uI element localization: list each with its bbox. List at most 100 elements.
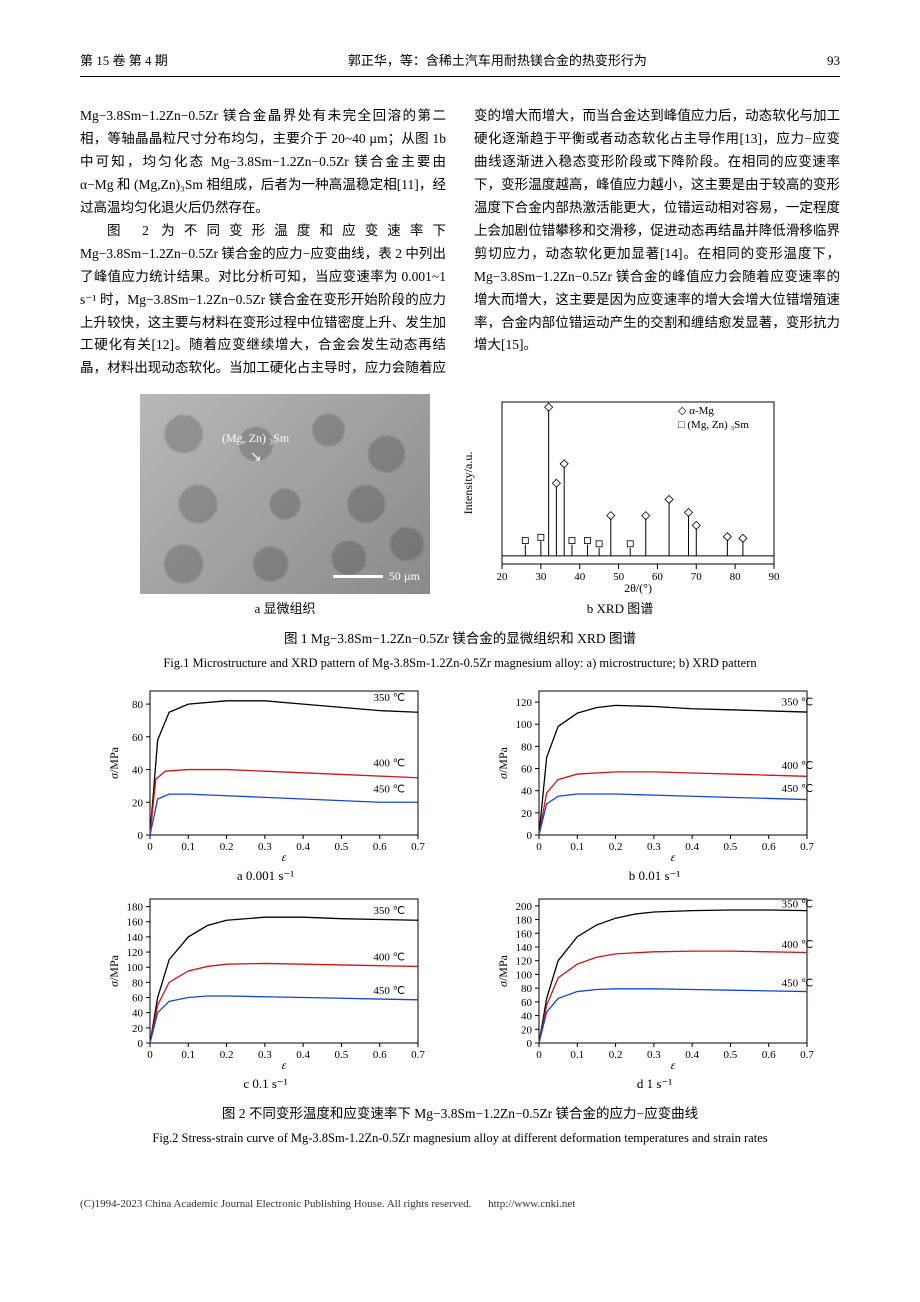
svg-text:200: 200 [515,901,532,913]
header-center: 郭正华，等：含稀土汽车用耐热镁合金的热变形行为 [348,50,647,72]
svg-text:60: 60 [521,997,533,1009]
fig2-panel-a: 00.10.20.30.40.50.60.7020406080350 ℃400 … [106,685,426,887]
arrow-icon: ↘ [250,446,262,470]
svg-text:160: 160 [515,928,532,940]
svg-text:0.7: 0.7 [411,841,425,853]
svg-text:ε: ε [670,850,675,861]
svg-text:0.5: 0.5 [334,1049,348,1061]
svg-text:20: 20 [497,571,509,583]
svg-text:0.4: 0.4 [296,1049,310,1061]
svg-text:350 ℃: 350 ℃ [781,898,813,910]
fig2-subcaption-b: b 0.01 s⁻¹ [495,865,815,887]
svg-text:100: 100 [515,719,532,731]
page-number: 93 [827,50,840,72]
svg-text:80: 80 [132,699,144,711]
svg-text:σ/MPa: σ/MPa [496,746,510,779]
svg-text:0.7: 0.7 [411,1049,425,1061]
svg-text:2θ/(°): 2θ/(°) [624,581,652,594]
svg-text:180: 180 [515,914,532,926]
svg-text:350 ℃: 350 ℃ [781,696,813,708]
fig1-caption-cn: 图 1 Mg−3.8Sm−1.2Zn−0.5Zr 镁合金的显微组织和 XRD 图… [80,628,840,651]
svg-text:0: 0 [526,1038,532,1050]
svg-text:70: 70 [691,571,703,583]
fig2-panel-c: 00.10.20.30.40.50.60.7020406080100120140… [106,893,426,1095]
svg-text:0.3: 0.3 [646,841,660,853]
svg-text:0.2: 0.2 [608,1049,622,1061]
svg-text:0.1: 0.1 [570,841,584,853]
svg-text:80: 80 [521,741,533,753]
svg-text:0.1: 0.1 [181,841,195,853]
fig2-subcaption-d: d 1 s⁻¹ [495,1073,815,1095]
svg-text:0.5: 0.5 [334,841,348,853]
svg-text:0.5: 0.5 [723,1049,737,1061]
svg-text:0: 0 [536,1049,542,1061]
svg-text:0.1: 0.1 [181,1049,195,1061]
svg-text:ε: ε [670,1058,675,1069]
svg-text:20: 20 [132,797,144,809]
svg-text:450 ℃: 450 ℃ [781,783,813,795]
svg-text:120: 120 [515,697,532,709]
body-text: Mg−3.8Sm−1.2Zn−0.5Zr 镁合金晶界处有未完全回溶的第二相，等轴… [80,105,840,380]
svg-text:Intensity/a.u.: Intensity/a.u. [461,452,475,515]
fig2-subcaption-c: c 0.1 s⁻¹ [106,1073,426,1095]
figure-1: (Mg, Zn) ₃Sm ↘ 50 µm a 显微组织 203040506070… [80,394,840,620]
svg-text:400 ℃: 400 ℃ [373,951,405,963]
fig1-panel-b: 2030405060708090◇ α-Mg□ (Mg, Zn) ₃Sm2θ/(… [460,394,780,620]
svg-text:40: 40 [574,571,586,583]
svg-text:40: 40 [521,785,533,797]
svg-text:0: 0 [526,830,532,842]
microstructure-image: (Mg, Zn) ₃Sm ↘ 50 µm [140,394,430,594]
svg-text:0.7: 0.7 [800,1049,814,1061]
svg-text:0.2: 0.2 [219,1049,233,1061]
svg-text:20: 20 [521,1024,533,1036]
svg-text:0.6: 0.6 [372,1049,386,1061]
svg-text:450 ℃: 450 ℃ [781,977,813,989]
svg-text:80: 80 [730,571,742,583]
svg-text:20: 20 [521,807,533,819]
svg-text:50: 50 [613,571,625,583]
page-header: 第 15 卷 第 4 期 郭正华，等：含稀土汽车用耐热镁合金的热变形行为 93 [80,50,840,77]
svg-text:0: 0 [137,1038,143,1050]
scale-bar-label: 50 µm [389,566,420,586]
svg-text:0.2: 0.2 [219,841,233,853]
svg-text:20: 20 [132,1023,144,1035]
svg-text:ε: ε [281,850,286,861]
svg-text:60: 60 [132,992,144,1004]
figure-2: 00.10.20.30.40.50.60.7020406080350 ℃400 … [80,685,840,1095]
svg-text:0.7: 0.7 [800,841,814,853]
svg-text:0.3: 0.3 [257,841,271,853]
svg-text:◇ α-Mg: ◇ α-Mg [678,405,714,417]
svg-text:60: 60 [132,731,144,743]
svg-text:450 ℃: 450 ℃ [373,783,405,795]
fig2-panel-b: 00.10.20.30.40.50.60.7020406080100120350… [495,685,815,887]
svg-text:0: 0 [536,841,542,853]
svg-text:350 ℃: 350 ℃ [373,692,405,704]
svg-text:0.6: 0.6 [761,841,775,853]
svg-text:0: 0 [137,830,143,842]
svg-text:0: 0 [147,1049,153,1061]
svg-text:0.6: 0.6 [372,841,386,853]
svg-text:80: 80 [132,977,144,989]
svg-text:40: 40 [132,1007,144,1019]
svg-text:40: 40 [521,1010,533,1022]
svg-text:0.6: 0.6 [761,1049,775,1061]
svg-text:120: 120 [515,955,532,967]
svg-text:0.4: 0.4 [685,841,699,853]
xrd-chart: 2030405060708090◇ α-Mg□ (Mg, Zn) ₃Sm2θ/(… [460,394,780,594]
svg-text:400 ℃: 400 ℃ [373,757,405,769]
svg-text:0.2: 0.2 [608,841,622,853]
svg-text:□ (Mg, Zn) ₃Sm: □ (Mg, Zn) ₃Sm [678,419,749,431]
svg-text:0.3: 0.3 [646,1049,660,1061]
svg-text:400 ℃: 400 ℃ [781,759,813,771]
svg-text:450 ℃: 450 ℃ [373,984,405,996]
paragraph-1: Mg−3.8Sm−1.2Zn−0.5Zr 镁合金晶界处有未完全回溶的第二相，等轴… [80,105,446,220]
footer-link: http://www.cnki.net [488,1198,575,1210]
fig1-caption-en: Fig.1 Microstructure and XRD pattern of … [80,653,840,674]
svg-text:140: 140 [515,942,532,954]
fig2-subcaption-a: a 0.001 s⁻¹ [106,865,426,887]
svg-text:100: 100 [515,969,532,981]
fig2-panel-d: 00.10.20.30.40.50.60.7020406080100120140… [495,893,815,1095]
svg-text:0.4: 0.4 [685,1049,699,1061]
svg-text:40: 40 [132,764,144,776]
svg-text:σ/MPa: σ/MPa [107,954,121,987]
